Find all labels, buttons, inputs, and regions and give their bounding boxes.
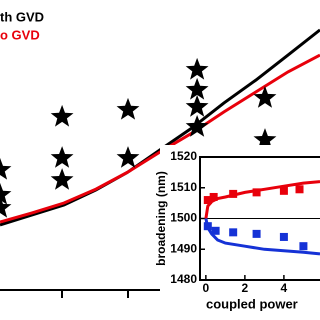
square-marker	[252, 188, 261, 197]
star-marker	[50, 146, 74, 168]
y-tick-label: 1500	[170, 211, 197, 225]
star-marker	[0, 195, 12, 218]
square-marker	[295, 185, 304, 194]
x-tick-label: 0	[203, 281, 210, 295]
square-marker	[299, 242, 308, 251]
x-tick-label: 2	[242, 281, 249, 295]
x-tick-label: 4	[281, 281, 288, 295]
series-line	[204, 180, 320, 219]
square-marker	[209, 192, 218, 201]
square-marker	[279, 232, 288, 241]
square-marker	[252, 229, 261, 238]
star-marker	[185, 77, 209, 100]
series-line	[204, 218, 320, 256]
x-axis-label: coupled power	[206, 296, 298, 311]
star-marker	[50, 168, 74, 190]
star-marker	[116, 146, 140, 168]
square-marker	[279, 186, 288, 195]
star-marker	[0, 157, 12, 180]
star-marker	[50, 104, 74, 127]
star-marker	[185, 95, 209, 117]
star-marker	[253, 86, 277, 108]
star-marker	[185, 115, 209, 137]
star-marker	[116, 97, 140, 120]
square-marker	[211, 226, 220, 235]
y-axis-label: broadening (nm)	[154, 171, 168, 266]
y-tick-label: 1520	[170, 149, 197, 163]
square-marker	[203, 196, 212, 205]
y-tick-label: 1510	[170, 180, 197, 194]
star-marker	[185, 57, 209, 80]
star-marker	[0, 182, 12, 205]
legend-label: th GVD	[0, 9, 44, 24]
star-marker	[253, 128, 277, 150]
inset-background	[160, 145, 320, 320]
y-tick-label: 1480	[170, 272, 197, 286]
y-tick-label: 1490	[170, 241, 197, 255]
legend-label: o GVD	[0, 27, 40, 42]
square-marker	[229, 228, 238, 237]
